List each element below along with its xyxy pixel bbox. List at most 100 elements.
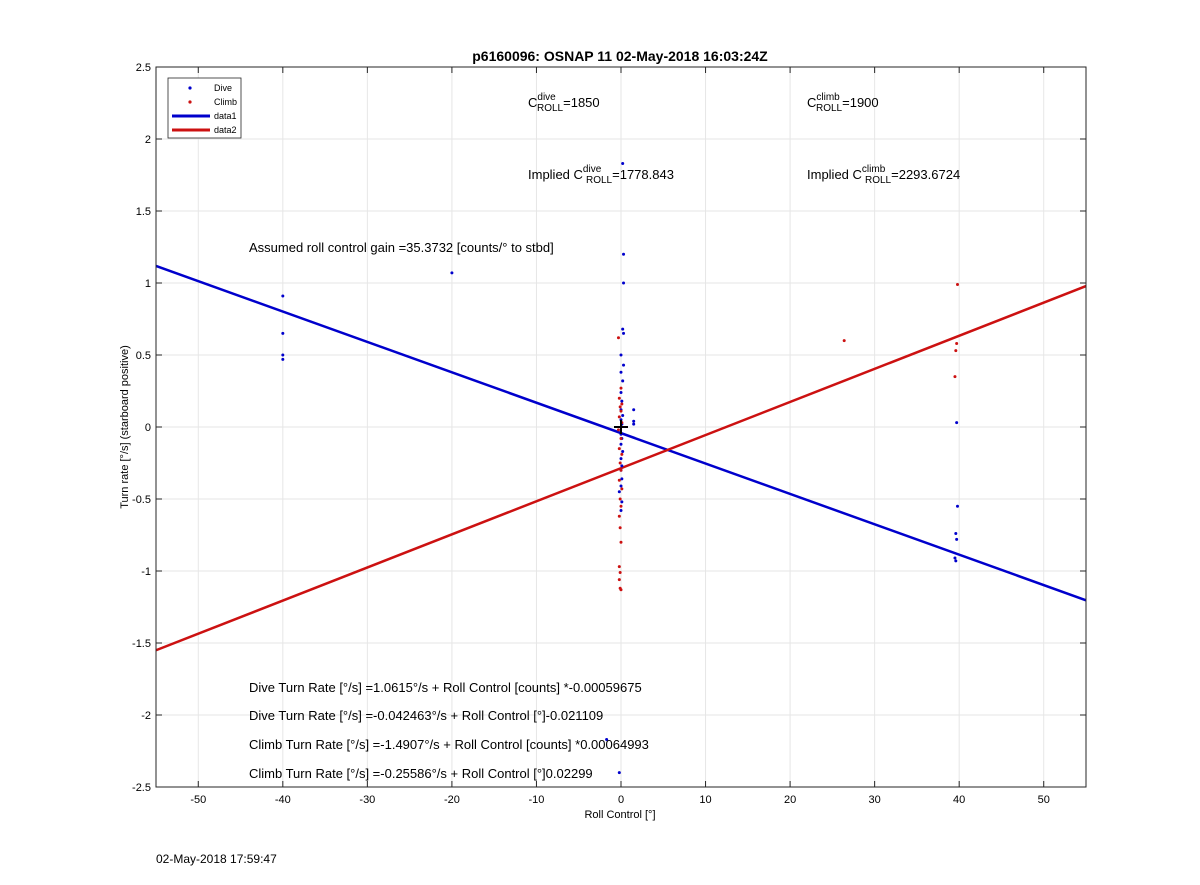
equation-climb-counts: Climb Turn Rate [°/s] =-1.4907°/s + Roll… xyxy=(249,737,649,752)
data-point-dive xyxy=(953,556,957,560)
data-point-climb xyxy=(619,468,623,472)
data-point-dive xyxy=(281,357,285,361)
legend-label-data2: data2 xyxy=(214,125,237,135)
data-point-climb xyxy=(620,487,624,491)
data-point-climb xyxy=(842,339,846,343)
chart-title: p6160096: OSNAP 11 02-May-2018 16:03:24Z xyxy=(472,48,768,64)
equation-climb-degrees: Climb Turn Rate [°/s] =-0.25586°/s + Rol… xyxy=(249,766,593,781)
y-tick-label: -2 xyxy=(141,710,151,722)
data-point-dive xyxy=(622,363,626,367)
x-tick-label: -40 xyxy=(275,794,291,806)
data-point-dive xyxy=(621,413,625,417)
x-tick-label: -30 xyxy=(359,794,375,806)
data-point-dive xyxy=(619,442,623,446)
data-point-dive xyxy=(619,484,623,488)
data-point-dive xyxy=(621,449,625,453)
center-marker xyxy=(614,420,628,434)
data-point-climb xyxy=(620,402,624,406)
x-tick-label: 0 xyxy=(618,794,624,806)
y-tick-label: -2.5 xyxy=(132,782,151,794)
data-point-dive xyxy=(954,559,958,563)
c-dive-annotation: Cdive ROLL=1850 xyxy=(528,92,600,114)
data-point-dive xyxy=(954,532,958,536)
data-point-climb xyxy=(617,447,621,451)
data-point-dive xyxy=(621,327,625,331)
data-point-dive xyxy=(955,421,959,425)
data-point-dive xyxy=(450,271,454,275)
x-tick-label: 30 xyxy=(869,794,881,806)
data-point-climb xyxy=(619,437,623,441)
data-point-dive xyxy=(632,419,636,423)
data-point-dive xyxy=(617,490,621,494)
data-point-climb xyxy=(618,570,622,574)
data-point-climb xyxy=(617,565,621,569)
y-tick-label: -1 xyxy=(141,566,151,578)
y-tick-label: 0.5 xyxy=(136,350,151,362)
data-point-climb xyxy=(617,578,621,582)
axis-ticks: -50 -40 -30 -20 -10 0 10 20 30 40 50-2.5-2-1.5-1-0… xyxy=(132,62,1086,806)
data-point-climb xyxy=(618,526,622,530)
data-point-dive xyxy=(632,408,636,412)
data-point-dive xyxy=(622,281,626,285)
x-tick-label: 40 xyxy=(953,794,965,806)
data-point-climb xyxy=(953,375,957,379)
legend-label-dive: Dive xyxy=(214,83,232,93)
fit-line-data2 xyxy=(155,284,1087,652)
legend-label-data1: data1 xyxy=(214,111,237,121)
legend-box xyxy=(167,77,242,139)
y-tick-label: -1.5 xyxy=(132,638,151,650)
data-point-climb xyxy=(619,409,623,413)
data-point-dive xyxy=(955,537,959,541)
data-point-dive xyxy=(620,477,624,481)
c-climb-annotation: Cclimb ROLL=1900 xyxy=(807,92,879,114)
x-tick-label: -10 xyxy=(529,794,545,806)
data-point-climb xyxy=(618,497,622,501)
assumed-gain-annotation: Assumed roll control gain =35.3732 [coun… xyxy=(249,240,554,255)
data-point-dive xyxy=(619,457,623,461)
data-point-dive xyxy=(605,737,609,741)
y-tick-label: 1.5 xyxy=(136,206,151,218)
x-axis-label: Roll Control [°] xyxy=(584,809,655,821)
data-point-dive xyxy=(632,422,636,426)
data-point-dive xyxy=(281,294,285,298)
x-tick-label: 10 xyxy=(699,794,711,806)
footer-timestamp: 02-May-2018 17:59:47 xyxy=(156,852,277,866)
data-point-climb xyxy=(617,514,621,518)
data-point-dive xyxy=(622,252,626,256)
x-tick-label: -50 xyxy=(190,794,206,806)
data-point-dive xyxy=(955,504,959,508)
data-point-dive xyxy=(621,379,625,383)
data-point-climb xyxy=(620,452,624,456)
data-point-dive xyxy=(620,464,624,468)
x-tick-label: 50 xyxy=(1038,794,1050,806)
implied-climb-annotation: Implied Cclimb ROLL=2293.6724 xyxy=(807,164,960,186)
y-tick-label: -0.5 xyxy=(132,494,151,506)
data-point-climb xyxy=(617,478,621,482)
data-point-dive xyxy=(619,353,623,357)
y-tick-label: 1 xyxy=(145,278,151,290)
legend-marker-climb xyxy=(188,100,192,104)
data-point-climb xyxy=(616,336,620,340)
data-point-dive xyxy=(281,353,285,357)
data-point-dive xyxy=(619,509,623,513)
data-point-climb xyxy=(619,386,623,390)
x-tick-label: -20 xyxy=(444,794,460,806)
data-point-climb xyxy=(617,396,621,400)
data-point-dive xyxy=(622,331,626,335)
data-point-dive xyxy=(620,500,624,504)
data-point-dive xyxy=(617,771,621,775)
data-point-dive xyxy=(619,370,623,374)
equation-dive-degrees: Dive Turn Rate [°/s] =-0.042463°/s + Rol… xyxy=(249,708,603,723)
data-point-climb xyxy=(955,282,959,286)
y-tick-label: 0 xyxy=(145,422,151,434)
data-point-climb xyxy=(616,428,620,432)
data-point-climb xyxy=(619,588,623,592)
data-point-climb xyxy=(618,405,622,409)
data-point-climb xyxy=(955,341,959,345)
data-point-dive xyxy=(621,161,625,165)
x-tick-label: 20 xyxy=(784,794,796,806)
data-point-climb xyxy=(619,540,623,544)
legend: Dive Climb data1 data2 xyxy=(167,77,242,139)
data-point-climb xyxy=(954,349,958,353)
